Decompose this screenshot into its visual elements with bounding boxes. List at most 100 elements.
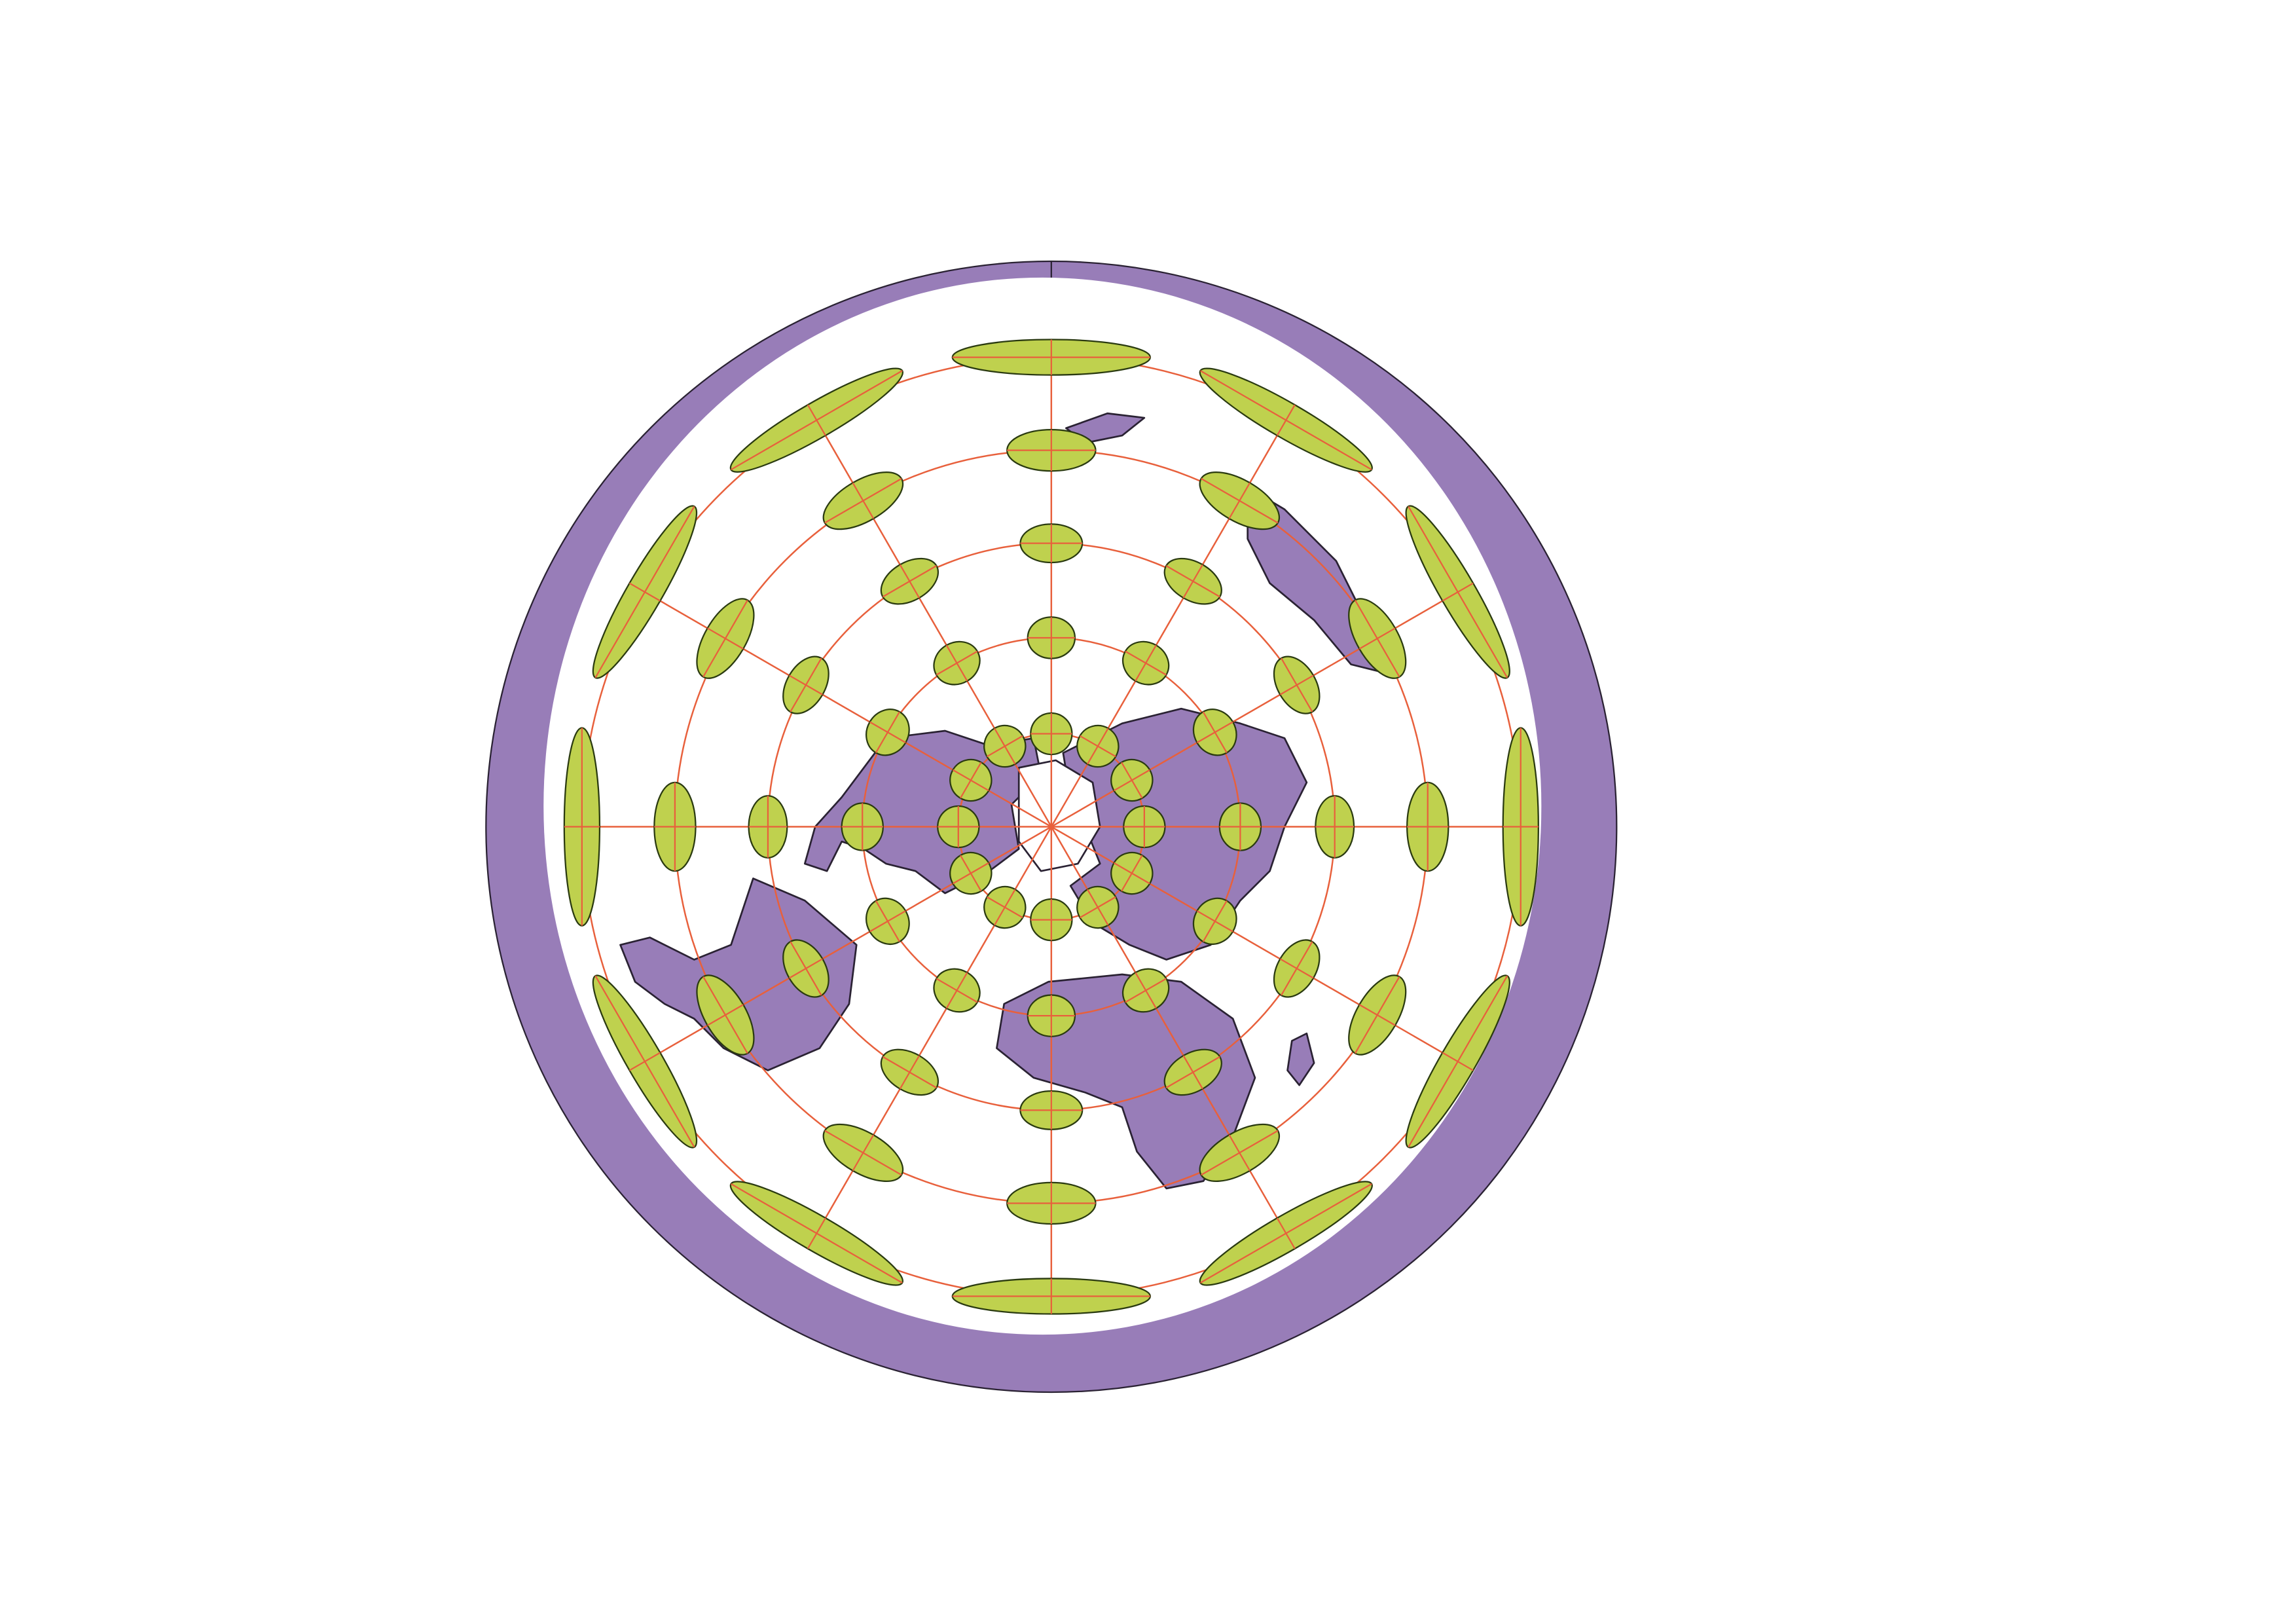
indicatrix <box>1019 1090 1084 1130</box>
indicatrix-axis <box>1354 976 1400 1054</box>
indicatrix-axis <box>730 370 903 471</box>
indicatrix <box>1273 655 1321 714</box>
indicatrix <box>1121 968 1170 1013</box>
indicatrix <box>748 795 788 859</box>
indicatrix <box>822 471 904 530</box>
indicatrix-axis <box>936 650 978 676</box>
indicatrix-axis <box>1199 370 1372 471</box>
indicatrix <box>933 968 981 1013</box>
indicatrix-axis <box>875 900 900 942</box>
indicatrix <box>1030 712 1073 756</box>
indicatrix-axis <box>960 762 982 799</box>
indicatrix <box>1006 1181 1097 1225</box>
indicatrix <box>1006 428 1097 472</box>
indicatrix-axis <box>1281 941 1313 996</box>
indicatrix-axis <box>594 975 695 1148</box>
indicatrix-axis <box>1079 735 1116 758</box>
indicatrix <box>1199 367 1373 473</box>
indicatrix-axis <box>875 711 900 754</box>
indicatrix-axis <box>1121 762 1143 799</box>
indicatrix <box>983 885 1027 929</box>
tissot-indicatrices <box>563 339 1539 1315</box>
indicatrix <box>1110 851 1154 895</box>
indicatrix <box>1192 897 1237 945</box>
indicatrix-axis <box>824 1130 902 1176</box>
indicatrix <box>1348 598 1407 679</box>
indicatrix <box>563 727 601 927</box>
indicatrix-axis <box>1201 1130 1279 1176</box>
indicatrix <box>1406 781 1449 872</box>
indicatrix <box>933 640 981 686</box>
indicatrix <box>1027 616 1076 659</box>
indicatrix <box>592 974 698 1149</box>
indicatrix-axis <box>824 477 902 524</box>
indicatrix <box>1199 1181 1373 1286</box>
indicatrix <box>880 1048 939 1096</box>
indicatrix <box>592 505 698 679</box>
indicatrix-axis <box>702 599 748 678</box>
indicatrix <box>937 805 980 849</box>
indicatrix-axis <box>882 565 937 598</box>
indicatrix-axis <box>594 506 695 678</box>
indicatrix-axis <box>1201 477 1279 524</box>
indicatrix <box>1405 505 1510 679</box>
indicatrix-axis <box>1199 1183 1372 1283</box>
indicatrix <box>782 655 829 714</box>
indicatrix <box>1163 1048 1222 1096</box>
indicatrix-axis <box>1125 650 1167 676</box>
indicatrix-axis <box>1079 896 1116 919</box>
indicatrix <box>1199 471 1281 530</box>
indicatrix <box>1121 640 1170 686</box>
indicatrix-axis <box>1354 599 1400 678</box>
indicatrix <box>729 367 903 473</box>
indicatrix <box>1110 758 1154 802</box>
indicatrix <box>880 557 939 605</box>
indicatrix <box>1076 724 1120 768</box>
indicatrix-axis <box>1165 1056 1220 1089</box>
indicatrix <box>1076 885 1120 929</box>
indicatrix <box>951 339 1152 376</box>
indicatrix <box>1405 974 1510 1149</box>
indicatrix-axis <box>1281 657 1313 712</box>
indicatrix <box>782 939 829 998</box>
australia <box>1247 486 1381 673</box>
indicatrix-axis <box>1202 900 1228 942</box>
indicatrix <box>1019 523 1084 564</box>
indicatrix <box>1199 1123 1281 1183</box>
indicatrix-axis <box>1408 975 1508 1148</box>
indicatrix <box>951 1278 1152 1315</box>
indicatrix <box>822 1123 904 1183</box>
indicatrix <box>729 1181 903 1286</box>
south-america <box>619 877 858 1071</box>
indicatrix <box>696 974 755 1056</box>
indicatrix <box>949 758 993 802</box>
madagascar <box>1286 1032 1315 1086</box>
indicatrix-axis <box>1125 978 1167 1003</box>
indicatrix-axis <box>1165 565 1220 598</box>
indicatrix <box>1123 805 1166 849</box>
indicatrix-axis <box>1408 506 1508 678</box>
indicatrix-axis <box>730 1183 903 1283</box>
indicatrix <box>866 897 910 945</box>
indicatrix-axis <box>790 657 822 712</box>
indicatrix <box>1348 974 1407 1056</box>
indicatrix <box>696 598 755 679</box>
indicatrix-axis <box>936 978 978 1003</box>
indicatrix <box>653 781 697 872</box>
indicatrix <box>1027 994 1076 1037</box>
indicatrix <box>949 851 993 895</box>
indicatrix <box>1163 557 1222 605</box>
indicatrix-axis <box>960 855 982 892</box>
indicatrix <box>1273 939 1321 998</box>
indicatrix <box>983 724 1027 768</box>
indicatrix-axis <box>882 1056 937 1089</box>
indicatrix <box>1218 802 1262 851</box>
indicatrix <box>1192 709 1237 756</box>
indicatrix-axis <box>1202 711 1228 754</box>
indicatrix-axis <box>986 735 1023 758</box>
indicatrix <box>1502 727 1539 927</box>
indicatrix <box>866 709 910 756</box>
indicatrix-axis <box>702 976 748 1054</box>
